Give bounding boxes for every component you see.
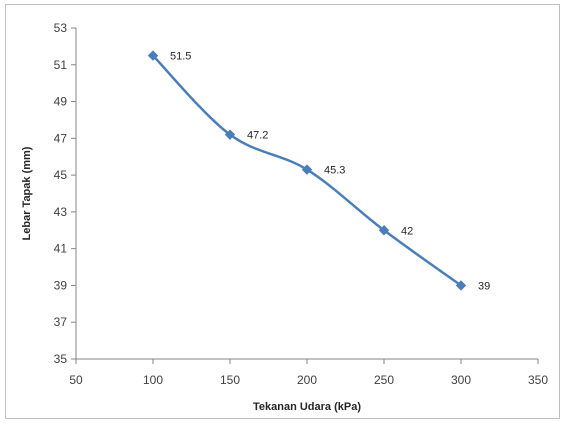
x-tick-label: 200 — [297, 373, 317, 387]
x-tick-label: 150 — [220, 373, 240, 387]
axes — [71, 27, 539, 364]
line-chart: 35 37 39 41 43 45 47 49 51 53 50 100 150 200 250 300 35… — [21, 21, 548, 413]
y-tick-label: 51 — [54, 58, 68, 72]
y-tick-label: 35 — [54, 352, 68, 366]
data-point — [455, 280, 467, 291]
data-point — [301, 164, 313, 175]
y-axis-title: Lebar Tapak (mm) — [21, 146, 33, 240]
x-tick-label: 100 — [143, 373, 163, 387]
data-point — [224, 129, 236, 140]
y-tick-label: 39 — [54, 278, 68, 292]
x-tick-label: 300 — [451, 373, 471, 387]
data-label: 45.3 — [324, 165, 345, 177]
y-tick-label: 49 — [54, 95, 68, 109]
y-tick-label: 43 — [54, 205, 68, 219]
x-tick-label: 250 — [374, 373, 394, 387]
chart-frame: 35 37 39 41 43 45 47 49 51 53 50 100 150 200 250 300 35… — [5, 4, 560, 419]
x-tick-labels: 50 100 150 200 250 300 350 — [69, 373, 548, 387]
y-tick-labels: 35 37 39 41 43 45 47 49 51 53 — [54, 21, 68, 366]
data-point — [147, 50, 159, 61]
x-tick-label: 50 — [69, 373, 83, 387]
y-tick-label: 37 — [54, 315, 68, 329]
data-label: 39 — [478, 280, 490, 292]
y-tick-label: 45 — [54, 168, 68, 182]
y-tick-label: 53 — [54, 21, 68, 35]
data-label: 42 — [401, 225, 413, 237]
data-label: 47.2 — [247, 130, 268, 142]
y-tick-label: 47 — [54, 131, 68, 145]
y-tick-label: 41 — [54, 242, 68, 256]
x-axis-title: Tekanan Udara (kPa) — [253, 401, 361, 413]
series-group: 51.5 47.2 45.3 42 39 — [147, 50, 490, 292]
data-label: 51.5 — [170, 51, 191, 63]
x-tick-label: 350 — [528, 373, 548, 387]
data-point — [378, 225, 390, 236]
